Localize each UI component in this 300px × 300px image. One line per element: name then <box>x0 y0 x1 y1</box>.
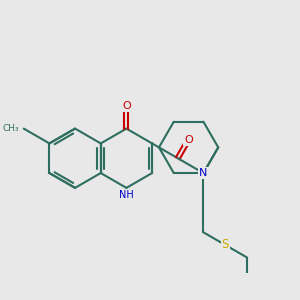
Text: O: O <box>184 135 193 145</box>
Text: N: N <box>199 168 208 178</box>
Text: CH₃: CH₃ <box>2 124 19 133</box>
Text: O: O <box>122 101 131 111</box>
Text: NH: NH <box>119 190 134 200</box>
Text: S: S <box>221 238 229 251</box>
